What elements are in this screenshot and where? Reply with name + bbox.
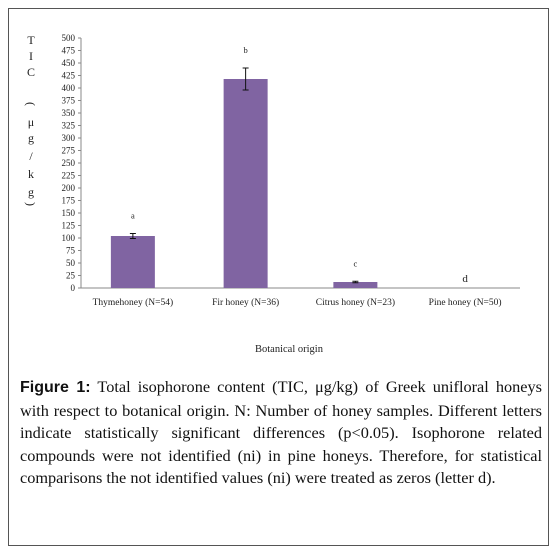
- caption-text: Total isophorone content (TIC, μg/kg) of…: [20, 377, 543, 487]
- y-tick-label: 75: [66, 246, 76, 256]
- y-tick-label: 225: [62, 171, 76, 181]
- significance-letter: c: [353, 258, 357, 268]
- y-axis-ticks: 0 25 50 75 100 125 150 175 200 225 250 275 300 325 350…: [62, 33, 81, 293]
- x-tick-label: Fir honey (N=36): [212, 297, 279, 308]
- y-tick-label: 250: [62, 158, 76, 168]
- bars: a b c d: [110, 45, 468, 288]
- y-label-char: ): [24, 202, 38, 206]
- bar: [110, 236, 155, 288]
- y-label-char: μ: [28, 115, 34, 129]
- y-tick-label: 425: [62, 71, 76, 81]
- y-tick-label: 400: [62, 83, 76, 93]
- y-tick-label: 100: [62, 233, 76, 243]
- significance-letter: a: [131, 211, 135, 221]
- y-label-char: k: [28, 167, 34, 181]
- y-label-char: g: [28, 185, 34, 199]
- bar-chart: TIC(μg/kg) 02550751001251501752002252502…: [24, 33, 520, 355]
- y-axis-label: TIC(μg/kg): [24, 33, 38, 206]
- y-tick-label: 350: [62, 108, 76, 118]
- y-label-char: /: [29, 149, 33, 163]
- y-tick-label: 300: [62, 133, 76, 143]
- x-axis-label: Botanical origin: [255, 344, 324, 355]
- y-label-char: T: [27, 33, 35, 47]
- caption-label: Figure 1:: [20, 379, 91, 396]
- y-tick-label: 375: [62, 96, 76, 106]
- significance-letter: b: [244, 45, 248, 55]
- y-tick-label: 325: [62, 121, 76, 131]
- y-tick-label: 150: [62, 208, 76, 218]
- y-tick-label: 475: [62, 46, 76, 56]
- x-axis-tick-labels: Thymehoney (N=54) Fir honey (N=36) Citrus …: [93, 297, 502, 308]
- x-tick-label: Citrus honey (N=23): [316, 297, 395, 308]
- y-label-char: C: [27, 65, 35, 79]
- bar: [333, 282, 378, 288]
- x-tick-label: Pine honey (N=50): [429, 297, 502, 308]
- y-label-char: g: [28, 131, 34, 145]
- y-tick-label: 275: [62, 146, 76, 156]
- y-label-char: I: [29, 49, 33, 63]
- figure-caption: Figure 1: Total isophorone content (TIC,…: [20, 376, 542, 490]
- y-tick-label: 175: [62, 196, 76, 206]
- y-tick-label: 500: [62, 33, 76, 43]
- figure-frame: [8, 8, 549, 546]
- x-tick-label: Thymehoney (N=54): [93, 297, 174, 308]
- y-tick-label: 125: [62, 221, 76, 231]
- y-label-char: (: [24, 102, 38, 106]
- bar: [223, 79, 268, 288]
- y-tick-label: 450: [62, 58, 76, 68]
- y-tick-label: 50: [66, 258, 76, 268]
- significance-letter: d: [462, 273, 468, 285]
- y-tick-label: 25: [66, 271, 76, 281]
- y-tick-label: 200: [62, 183, 76, 193]
- y-tick-label: 0: [71, 283, 76, 293]
